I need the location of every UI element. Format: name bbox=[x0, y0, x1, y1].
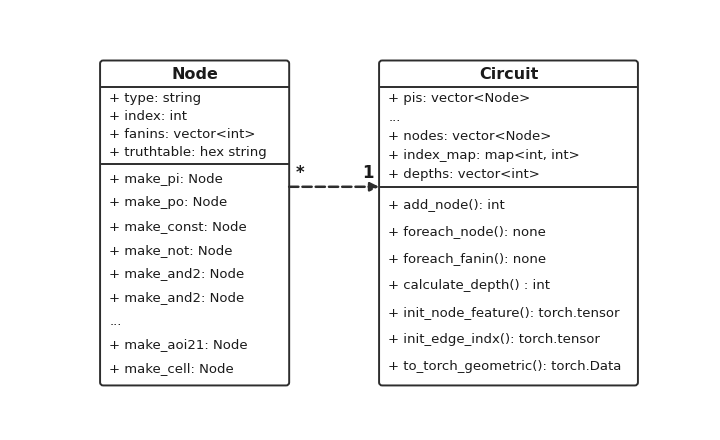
Text: + init_edge_indx(): torch.tensor: + init_edge_indx(): torch.tensor bbox=[388, 333, 600, 346]
Text: + type: string: + type: string bbox=[109, 92, 202, 105]
Text: + calculate_depth() : int: + calculate_depth() : int bbox=[388, 279, 550, 292]
Text: + index_map: map<int, int>: + index_map: map<int, int> bbox=[388, 149, 580, 162]
Text: + make_not: Node: + make_not: Node bbox=[109, 244, 233, 257]
Text: + make_pi: Node: + make_pi: Node bbox=[109, 172, 223, 186]
Text: Circuit: Circuit bbox=[479, 67, 538, 82]
Text: ...: ... bbox=[109, 315, 122, 328]
Text: 1: 1 bbox=[362, 164, 374, 182]
Text: *: * bbox=[296, 164, 305, 182]
Text: + nodes: vector<Node>: + nodes: vector<Node> bbox=[388, 130, 552, 143]
Text: + truthtable: hex string: + truthtable: hex string bbox=[109, 146, 267, 158]
Text: + add_node(): int: + add_node(): int bbox=[388, 198, 505, 211]
FancyBboxPatch shape bbox=[379, 60, 638, 385]
Text: + fanins: vector<int>: + fanins: vector<int> bbox=[109, 128, 256, 141]
Text: + depths: vector<int>: + depths: vector<int> bbox=[388, 168, 540, 181]
Text: + foreach_fanin(): none: + foreach_fanin(): none bbox=[388, 252, 546, 265]
Text: + make_po: Node: + make_po: Node bbox=[109, 196, 228, 209]
Text: + make_const: Node: + make_const: Node bbox=[109, 220, 247, 233]
Text: + index: int: + index: int bbox=[109, 110, 187, 123]
Text: + pis: vector<Node>: + pis: vector<Node> bbox=[388, 92, 531, 106]
Text: + make_aoi21: Node: + make_aoi21: Node bbox=[109, 338, 248, 351]
Text: Node: Node bbox=[171, 67, 218, 82]
Text: ...: ... bbox=[388, 111, 401, 125]
Text: + make_cell: Node: + make_cell: Node bbox=[109, 362, 234, 375]
Text: + to_torch_geometric(): torch.Data: + to_torch_geometric(): torch.Data bbox=[388, 360, 622, 373]
Text: + make_and2: Node: + make_and2: Node bbox=[109, 291, 245, 304]
FancyBboxPatch shape bbox=[100, 60, 289, 385]
Text: + init_node_feature(): torch.tensor: + init_node_feature(): torch.tensor bbox=[388, 306, 620, 319]
Text: + foreach_node(): none: + foreach_node(): none bbox=[388, 225, 546, 238]
Text: + make_and2: Node: + make_and2: Node bbox=[109, 267, 245, 280]
